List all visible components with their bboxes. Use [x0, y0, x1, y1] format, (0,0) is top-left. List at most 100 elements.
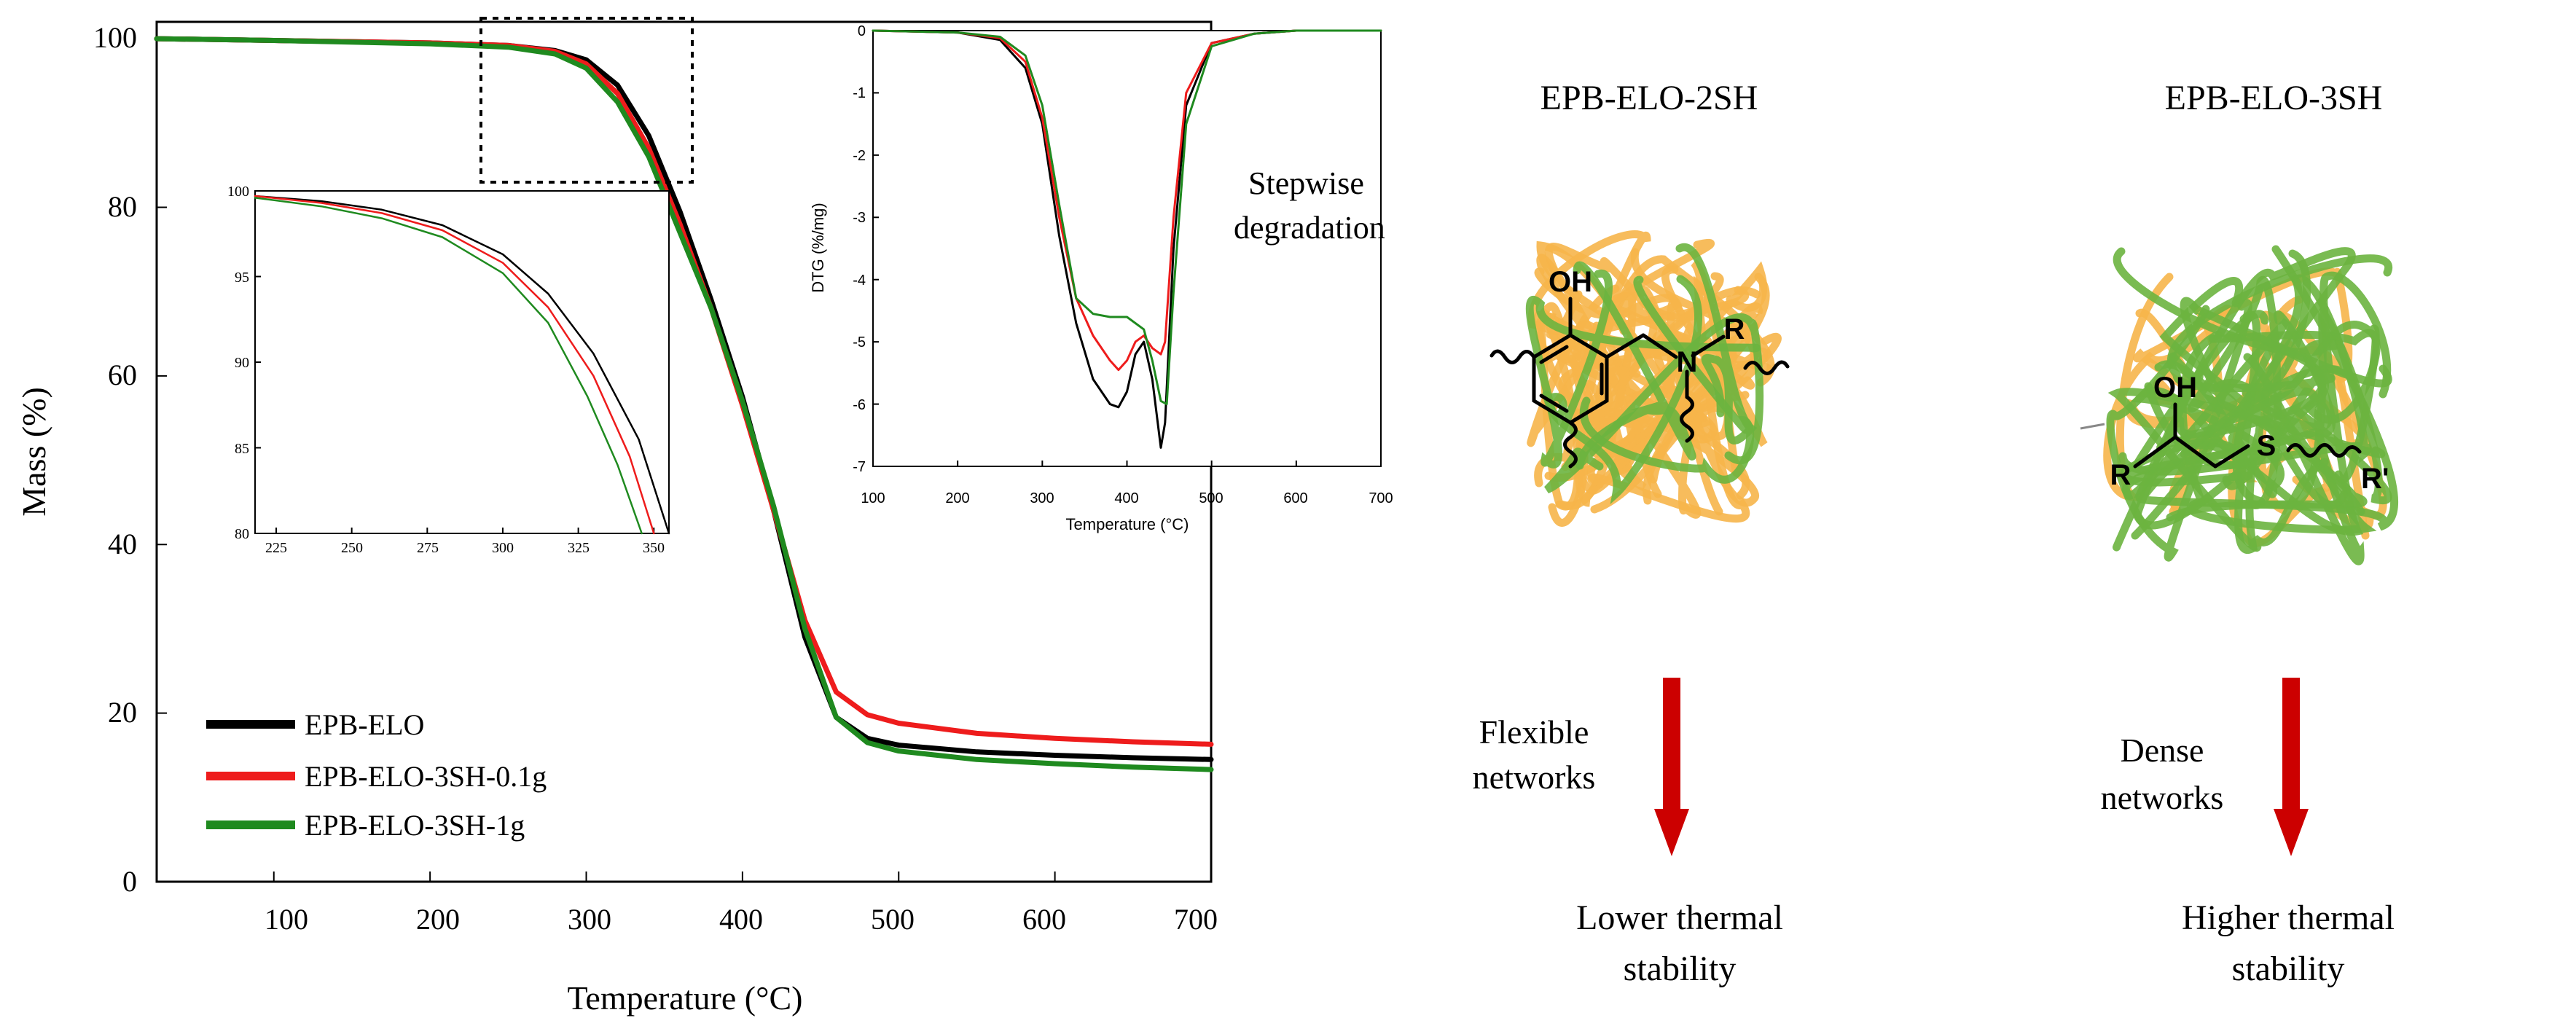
zoom-y-tick-label: 80 — [235, 526, 249, 542]
y-tick-label: 60 — [108, 359, 137, 391]
x-tick-label: 500 — [871, 903, 915, 936]
zoom-x-tick-labels: 225 250 275 300 325 350 — [265, 540, 665, 556]
zoom-y-tick-label: 100 — [227, 184, 249, 200]
series-line-epb-elo-3sh-1g — [254, 197, 643, 535]
zoom-y-tick-label: 95 — [235, 270, 249, 286]
polymer-strand — [2169, 297, 2392, 410]
dtg-y-tick-label: -4 — [853, 273, 866, 289]
zoom-inset-ticks — [255, 190, 655, 534]
polymer-strand — [1579, 275, 1755, 484]
dtg-y-tick-label: -6 — [853, 397, 866, 413]
zoom-y-tick-labels: 80 85 90 95 100 — [227, 184, 249, 542]
wavy-bond — [1489, 349, 1536, 364]
down-arrow-right-head — [2274, 809, 2309, 856]
wavy-bond — [2286, 443, 2362, 458]
legend-label: EPB-ELO-3SH-0.1g — [305, 760, 547, 793]
ring-double-bond — [1539, 393, 1569, 413]
result-right-line2: stability — [2232, 949, 2345, 988]
dtg-y-tick-label: -3 — [853, 210, 866, 226]
dtg-x-tick-label: 400 — [1114, 490, 1138, 506]
zoom-x-tick-label: 325 — [568, 540, 590, 556]
zoom-inset-series-group — [254, 195, 670, 535]
wavy-bond — [1680, 395, 1694, 443]
dtg-y-tick-label: 0 — [858, 23, 866, 39]
series-line-epb-elo — [872, 29, 1382, 449]
legend-label: EPB-ELO — [305, 708, 424, 741]
dtg-y-tick-label: -2 — [853, 148, 866, 164]
zoom-x-tick-label: 250 — [341, 540, 363, 556]
result-left-line1: Lower thermal — [1576, 898, 1783, 937]
series-line-epb-elo-3sh-1g — [872, 29, 1382, 406]
tga-main-chart: 0 20 40 60 80 100 100 200 300 400 500 60… — [15, 17, 1218, 1017]
series-line-epb-elo — [254, 195, 670, 535]
zoom-y-tick-label: 85 — [235, 441, 249, 457]
down-arrow-left-head — [1654, 809, 1689, 856]
ch2-bond — [1605, 333, 1645, 359]
tga-main-legend: EPB-ELO EPB-ELO-3SH-0.1g EPB-ELO-3SH-1g — [206, 708, 547, 842]
dtg-x-tick-labels: 100 200 300 400 500 600 700 — [861, 490, 1393, 506]
zoom-x-tick-label: 275 — [417, 540, 439, 556]
wavy-bond — [1563, 420, 1578, 469]
dtg-x-tick-label: 300 — [1030, 490, 1054, 506]
schematic-left-panel: EPB-ELO-2SH OH N R Flexible networks Low… — [1473, 79, 1790, 988]
tga-main-y-tick-labels: 0 20 40 60 80 100 — [93, 21, 137, 898]
s-bond — [2213, 444, 2250, 469]
dense-network-illustration — [2103, 245, 2399, 565]
dtg-y-tick-label: -5 — [853, 334, 866, 350]
zoom-inset-frame — [254, 190, 670, 534]
dtg-x-tick-label: 600 — [1283, 490, 1307, 506]
arrow-right-label-line2: networks — [2101, 779, 2224, 816]
r-label: R — [1724, 313, 1745, 345]
r-bond — [1691, 334, 1726, 358]
r-label: R — [2110, 459, 2131, 491]
x-tick-label: 300 — [568, 903, 611, 936]
arrow-left-label-line1: Flexible — [1479, 713, 1589, 751]
dtg-y-axis-label: DTG (%/mg) — [809, 203, 827, 292]
oh-label: OH — [2153, 372, 2197, 404]
thioether-structure — [2133, 402, 2362, 469]
dtg-annotation-line1: Stepwise — [1248, 165, 1364, 201]
ch-bond — [2173, 435, 2217, 469]
down-arrow-left-shaft — [1663, 678, 1680, 809]
x-tick-label: 600 — [1022, 903, 1066, 936]
tga-main-x-tick-labels: 100 200 300 400 500 600 700 — [265, 903, 1218, 936]
polymer-strand — [2107, 388, 2386, 552]
polymer-strand — [2180, 271, 2392, 536]
y-tick-label: 40 — [108, 528, 137, 560]
zoom-y-tick-label: 90 — [235, 355, 249, 371]
polymer-strand — [1574, 255, 1775, 507]
x-tick-label: 200 — [416, 903, 460, 936]
tga-main-series-group — [154, 36, 1214, 772]
tga-main-x-axis-label: Temperature (°C) — [568, 979, 803, 1017]
series-line-epb-elo-3sh-0.1g — [254, 195, 655, 535]
polymer-strand — [1573, 261, 1696, 470]
dtg-y-tick-label: -1 — [853, 85, 866, 101]
dtg-x-tick-label: 700 — [1369, 490, 1393, 506]
y-tick-label: 0 — [122, 865, 137, 898]
arrow-left-label-line2: networks — [1473, 759, 1596, 796]
dash-marker — [2080, 423, 2105, 430]
series-line-epb-elo-3sh-1g — [154, 36, 1214, 772]
tga-zoom-inset: 80 85 90 95 100 225 250 275 300 325 350 — [227, 184, 670, 556]
polymer-strand — [2166, 254, 2393, 490]
schematic-right-panel: EPB-ELO-3SH OH R S R' Dense networks Hig… — [2080, 79, 2399, 988]
zoom-x-tick-label: 300 — [492, 540, 514, 556]
legend-label: EPB-ELO-3SH-1g — [305, 809, 525, 842]
x-tick-label: 100 — [265, 903, 308, 936]
zoom-x-tick-label: 350 — [643, 540, 665, 556]
flexible-network-illustration — [1525, 230, 1782, 527]
y-tick-label: 20 — [108, 696, 137, 729]
dtg-x-tick-label: 500 — [1199, 490, 1223, 506]
dtg-y-tick-labels: 0 -1 -2 -3 -4 -5 -6 -7 — [853, 23, 866, 475]
zoom-region-box — [479, 17, 694, 184]
dtg-x-tick-label: 100 — [861, 490, 885, 506]
y-tick-label: 100 — [93, 21, 137, 54]
dtg-x-tick-label: 200 — [945, 490, 969, 506]
oh-label: OH — [1549, 266, 1592, 298]
schematic-right-title: EPB-ELO-3SH — [2165, 79, 2383, 117]
dtg-series-group — [872, 29, 1382, 449]
schematic-left-title: EPB-ELO-2SH — [1540, 79, 1758, 117]
polymer-strand — [1675, 243, 1758, 444]
result-left-line2: stability — [1624, 949, 1737, 988]
